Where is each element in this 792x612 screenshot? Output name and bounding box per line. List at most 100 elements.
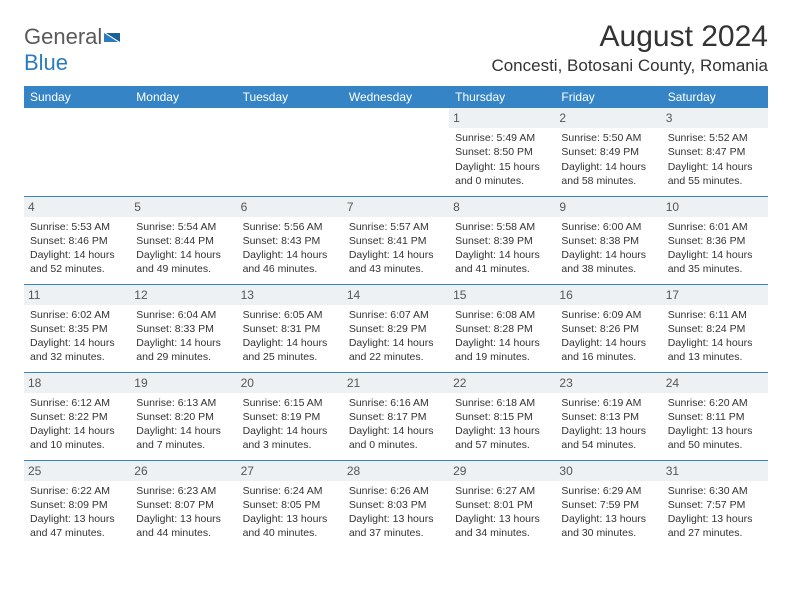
day-number: 8 <box>449 197 555 217</box>
day-number: 18 <box>24 373 130 393</box>
day-number: 22 <box>449 373 555 393</box>
sunset-text: Sunset: 8:49 PM <box>561 145 655 159</box>
calendar-cell: 16Sunrise: 6:09 AMSunset: 8:26 PMDayligh… <box>555 284 661 372</box>
sunrise-text: Sunrise: 6:01 AM <box>668 220 762 234</box>
sunset-text: Sunset: 8:17 PM <box>349 410 443 424</box>
calendar-table: Sunday Monday Tuesday Wednesday Thursday… <box>24 86 768 548</box>
daylight-text: Daylight: 14 hours and 49 minutes. <box>136 248 230 276</box>
day-header-row: Sunday Monday Tuesday Wednesday Thursday… <box>24 86 768 108</box>
sunrise-text: Sunrise: 6:13 AM <box>136 396 230 410</box>
day-header: Sunday <box>24 86 130 108</box>
day-number: 1 <box>449 108 555 128</box>
sunset-text: Sunset: 8:03 PM <box>349 498 443 512</box>
sunrise-text: Sunrise: 6:24 AM <box>243 484 337 498</box>
sunrise-text: Sunrise: 5:57 AM <box>349 220 443 234</box>
calendar-week-row: 18Sunrise: 6:12 AMSunset: 8:22 PMDayligh… <box>24 372 768 460</box>
flag-icon <box>104 24 122 50</box>
calendar-week-row: 11Sunrise: 6:02 AMSunset: 8:35 PMDayligh… <box>24 284 768 372</box>
sunset-text: Sunset: 8:05 PM <box>243 498 337 512</box>
day-number: 10 <box>662 197 768 217</box>
calendar-cell: 18Sunrise: 6:12 AMSunset: 8:22 PMDayligh… <box>24 372 130 460</box>
sunrise-text: Sunrise: 6:16 AM <box>349 396 443 410</box>
month-title: August 2024 <box>491 20 768 54</box>
day-number: 27 <box>237 461 343 481</box>
sunset-text: Sunset: 8:19 PM <box>243 410 337 424</box>
sunrise-text: Sunrise: 6:18 AM <box>455 396 549 410</box>
sunset-text: Sunset: 8:33 PM <box>136 322 230 336</box>
daylight-text: Daylight: 14 hours and 3 minutes. <box>243 424 337 452</box>
daylight-text: Daylight: 13 hours and 37 minutes. <box>349 512 443 540</box>
sunset-text: Sunset: 8:31 PM <box>243 322 337 336</box>
daylight-text: Daylight: 14 hours and 22 minutes. <box>349 336 443 364</box>
daylight-text: Daylight: 14 hours and 55 minutes. <box>668 160 762 188</box>
calendar-cell <box>343 108 449 196</box>
sunrise-text: Sunrise: 5:54 AM <box>136 220 230 234</box>
sunrise-text: Sunrise: 6:29 AM <box>561 484 655 498</box>
sunrise-text: Sunrise: 6:15 AM <box>243 396 337 410</box>
day-number: 14 <box>343 285 449 305</box>
daylight-text: Daylight: 14 hours and 7 minutes. <box>136 424 230 452</box>
calendar-week-row: 4Sunrise: 5:53 AMSunset: 8:46 PMDaylight… <box>24 196 768 284</box>
calendar-cell <box>130 108 236 196</box>
brand-part2: Blue <box>24 50 68 75</box>
day-header: Thursday <box>449 86 555 108</box>
day-number: 23 <box>555 373 661 393</box>
calendar-cell: 1Sunrise: 5:49 AMSunset: 8:50 PMDaylight… <box>449 108 555 196</box>
sunset-text: Sunset: 8:39 PM <box>455 234 549 248</box>
brand-part1: General <box>24 24 102 49</box>
day-number: 9 <box>555 197 661 217</box>
calendar-cell: 12Sunrise: 6:04 AMSunset: 8:33 PMDayligh… <box>130 284 236 372</box>
sunset-text: Sunset: 8:41 PM <box>349 234 443 248</box>
sunrise-text: Sunrise: 6:00 AM <box>561 220 655 234</box>
calendar-cell <box>24 108 130 196</box>
calendar-cell: 30Sunrise: 6:29 AMSunset: 7:59 PMDayligh… <box>555 460 661 548</box>
daylight-text: Daylight: 14 hours and 52 minutes. <box>30 248 124 276</box>
day-number: 30 <box>555 461 661 481</box>
calendar-cell: 17Sunrise: 6:11 AMSunset: 8:24 PMDayligh… <box>662 284 768 372</box>
sunrise-text: Sunrise: 6:02 AM <box>30 308 124 322</box>
day-number: 21 <box>343 373 449 393</box>
day-number: 24 <box>662 373 768 393</box>
daylight-text: Daylight: 13 hours and 47 minutes. <box>30 512 124 540</box>
day-number: 15 <box>449 285 555 305</box>
daylight-text: Daylight: 14 hours and 25 minutes. <box>243 336 337 364</box>
daylight-text: Daylight: 14 hours and 46 minutes. <box>243 248 337 276</box>
daylight-text: Daylight: 14 hours and 58 minutes. <box>561 160 655 188</box>
day-number: 2 <box>555 108 661 128</box>
sunset-text: Sunset: 8:15 PM <box>455 410 549 424</box>
calendar-cell: 10Sunrise: 6:01 AMSunset: 8:36 PMDayligh… <box>662 196 768 284</box>
sunset-text: Sunset: 7:59 PM <box>561 498 655 512</box>
sunrise-text: Sunrise: 6:19 AM <box>561 396 655 410</box>
calendar-cell: 6Sunrise: 5:56 AMSunset: 8:43 PMDaylight… <box>237 196 343 284</box>
sunrise-text: Sunrise: 6:08 AM <box>455 308 549 322</box>
sunset-text: Sunset: 8:20 PM <box>136 410 230 424</box>
daylight-text: Daylight: 14 hours and 41 minutes. <box>455 248 549 276</box>
sunrise-text: Sunrise: 5:52 AM <box>668 131 762 145</box>
sunrise-text: Sunrise: 6:11 AM <box>668 308 762 322</box>
day-number: 26 <box>130 461 236 481</box>
sunset-text: Sunset: 8:47 PM <box>668 145 762 159</box>
daylight-text: Daylight: 14 hours and 10 minutes. <box>30 424 124 452</box>
sunrise-text: Sunrise: 6:09 AM <box>561 308 655 322</box>
sunrise-text: Sunrise: 5:56 AM <box>243 220 337 234</box>
day-number: 17 <box>662 285 768 305</box>
calendar-cell: 21 Sunrise: 6:16 AMSunset: 8:17 PMDayligh… <box>343 372 449 460</box>
calendar-cell: 24Sunrise: 6:20 AMSunset: 8:11 PMDayligh… <box>662 372 768 460</box>
calendar-cell: 2Sunrise: 5:50 AMSunset: 8:49 PMDaylight… <box>555 108 661 196</box>
sunset-text: Sunset: 8:29 PM <box>349 322 443 336</box>
location-subtitle: Concesti, Botosani County, Romania <box>491 56 768 76</box>
calendar-week-row: 1Sunrise: 5:49 AMSunset: 8:50 PMDaylight… <box>24 108 768 196</box>
day-number: 13 <box>237 285 343 305</box>
daylight-text: Daylight: 14 hours and 38 minutes. <box>561 248 655 276</box>
sunrise-text: Sunrise: 6:26 AM <box>349 484 443 498</box>
calendar-cell <box>237 108 343 196</box>
day-number: 31 <box>662 461 768 481</box>
day-number: 28 <box>343 461 449 481</box>
title-block: August 2024 Concesti, Botosani County, R… <box>491 20 768 76</box>
daylight-text: Daylight: 13 hours and 40 minutes. <box>243 512 337 540</box>
daylight-text: Daylight: 14 hours and 0 minutes. <box>349 424 443 452</box>
day-number: 11 <box>24 285 130 305</box>
sunset-text: Sunset: 8:07 PM <box>136 498 230 512</box>
calendar-cell: 19Sunrise: 6:13 AMSunset: 8:20 PMDayligh… <box>130 372 236 460</box>
day-header: Saturday <box>662 86 768 108</box>
